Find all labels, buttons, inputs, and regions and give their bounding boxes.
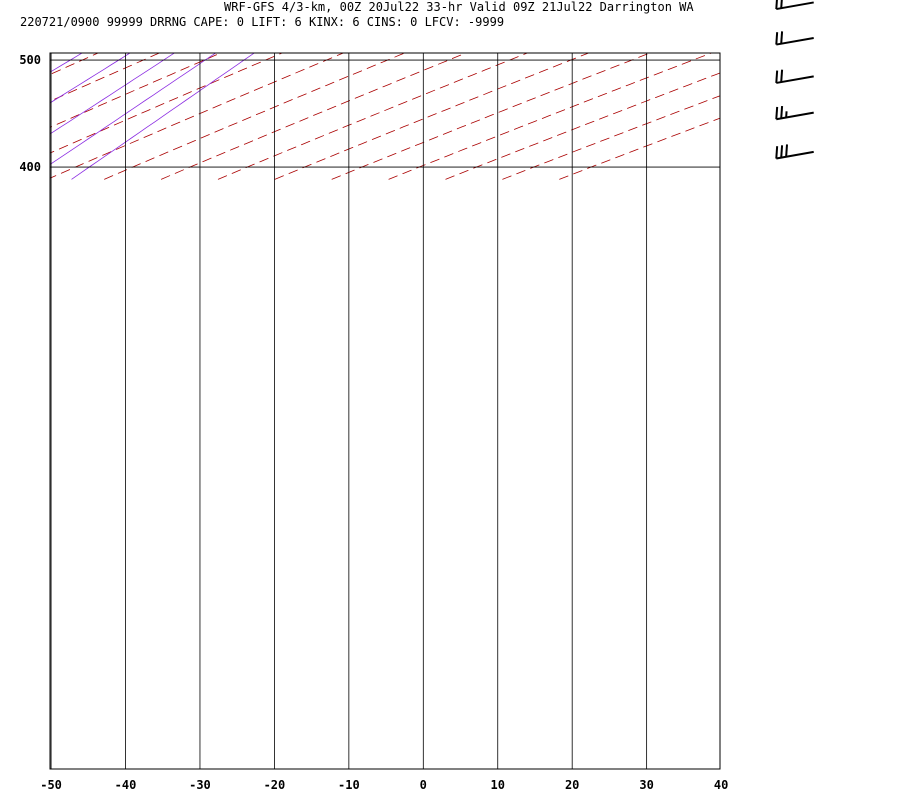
x-tick-label: -40 [115, 778, 137, 792]
moist-adiabat [50, 53, 83, 73]
wind-barb-full [780, 0, 783, 9]
y-tick-label: 400 [19, 160, 41, 174]
wind-barb-full [775, 146, 779, 159]
x-tick-label: 40 [714, 778, 728, 792]
dry-adiabat [50, 53, 100, 75]
grid-lines [50, 53, 720, 769]
x-tick-label: -10 [338, 778, 360, 792]
dry-adiabat [217, 53, 529, 180]
moist-adiabat [50, 53, 217, 165]
dry-adiabat [388, 53, 713, 180]
wind-barb-staff [776, 75, 814, 84]
wind-barb [775, 69, 814, 84]
thermodynamic-background-lines [50, 53, 720, 180]
wind-barb-full [775, 32, 779, 45]
wind-barb [775, 144, 814, 160]
dry-adiabat [50, 53, 284, 154]
wind-barb [775, 31, 814, 46]
wind-barb-full [775, 0, 778, 10]
dry-adiabat [160, 53, 468, 180]
wind-barb-full [780, 31, 784, 44]
wind-barb-staff [776, 150, 814, 160]
chart-title: WRF-GFS 4/3-km, 00Z 20Jul22 33-hr Valid … [224, 0, 694, 14]
sounding-indices: 220721/0900 99999 DRRNG CAPE: 0 LIFT: 6 … [20, 15, 504, 29]
moist-adiabat [71, 53, 255, 180]
temperature-axis: -50 -40 -30 -20 -10 0 10 20 30 40 [40, 778, 728, 792]
wind-barb-full [780, 69, 784, 83]
dry-adiabat [445, 72, 720, 180]
x-tick-label: 20 [565, 778, 579, 792]
wind-barb-full [775, 106, 779, 120]
dry-adiabat [274, 53, 590, 180]
wind-barb-full [775, 70, 779, 84]
x-tick-label: 30 [639, 778, 653, 792]
x-tick-label: -50 [40, 778, 62, 792]
wind-barb-staff [776, 36, 814, 46]
plot-frame [49, 52, 721, 770]
x-tick-label: -30 [189, 778, 211, 792]
pressure-axis: 4005006007008009001000 [19, 53, 41, 174]
wind-barb-staff [776, 1, 814, 11]
wind-barb-full [785, 144, 789, 157]
moist-adiabat [50, 53, 176, 135]
wind-barb [775, 105, 814, 121]
x-tick-label: -20 [264, 778, 286, 792]
wind-barb-staff [776, 111, 814, 121]
moist-adiabat [50, 53, 131, 104]
wind-barb-column [775, 0, 814, 160]
y-tick-label: 500 [19, 53, 41, 67]
dry-adiabat [502, 95, 720, 180]
wind-barb-full [780, 145, 784, 158]
dry-adiabat [559, 117, 720, 180]
wind-barb-full [780, 105, 784, 119]
x-tick-label: 0 [420, 778, 427, 792]
x-tick-label: 10 [491, 778, 505, 792]
wind-barb [775, 0, 814, 11]
dry-adiabat [50, 53, 345, 179]
